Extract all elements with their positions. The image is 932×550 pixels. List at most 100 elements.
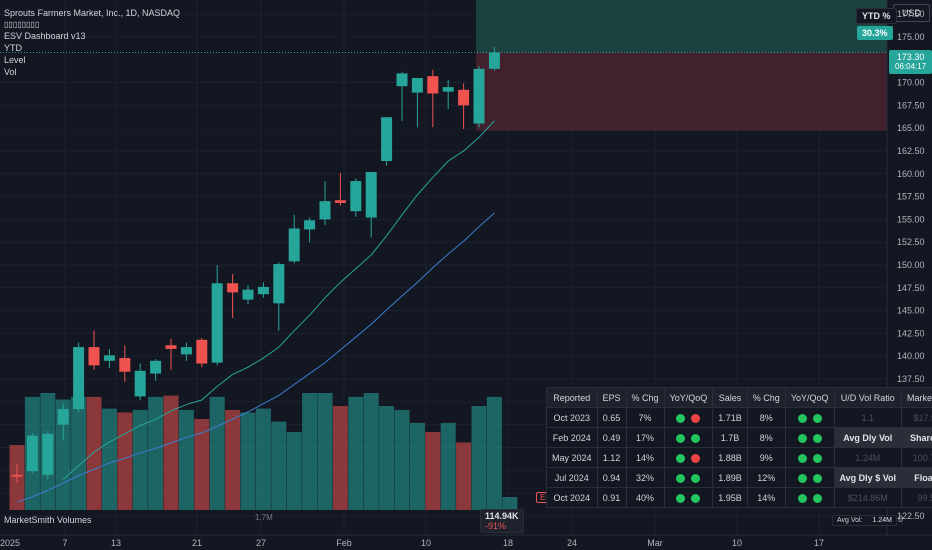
candle[interactable] (150, 360, 162, 374)
status-dot (676, 493, 686, 503)
volume-bar[interactable] (471, 406, 487, 510)
volume-bar[interactable] (132, 409, 148, 510)
volume-bar[interactable] (456, 442, 472, 510)
y-tick-label: 162.50 (897, 146, 925, 156)
candle[interactable] (73, 347, 85, 410)
volume-bar[interactable] (379, 406, 395, 510)
candle[interactable] (411, 77, 423, 93)
candle[interactable] (442, 87, 454, 92)
candle[interactable] (473, 68, 485, 124)
cell-avg-dly-dollar-vol: $214.86M (833, 487, 903, 508)
y-tick-label: 145.00 (897, 306, 925, 316)
status-dot (812, 473, 822, 483)
volume-bar[interactable] (163, 395, 179, 510)
candle[interactable] (257, 286, 269, 295)
cell-sales: 1.71B (712, 407, 748, 428)
currency-button[interactable]: USD (893, 4, 931, 22)
status-dot (676, 453, 686, 463)
candle[interactable] (88, 347, 100, 366)
candle[interactable] (304, 220, 316, 230)
volume-bar[interactable] (486, 396, 502, 510)
volume-bar[interactable] (240, 412, 256, 511)
y-tick-label: 150.00 (897, 260, 925, 270)
volume-bar[interactable] (302, 393, 318, 510)
volume-bar[interactable] (86, 396, 102, 510)
cell-eps-dots (663, 487, 714, 508)
level-zone-down (476, 52, 887, 131)
candle[interactable] (119, 358, 131, 372)
col-eps: EPS (596, 387, 627, 408)
y-tick-label: 160.00 (897, 169, 925, 179)
candle[interactable] (365, 171, 377, 218)
indicator-ytd[interactable]: YTD (4, 43, 22, 53)
volume-bar[interactable] (101, 408, 117, 510)
candle[interactable] (57, 409, 69, 425)
cell-eps-chg: 17% (625, 427, 665, 448)
volume-bar[interactable] (194, 419, 210, 510)
x-tick-label: 10 (421, 538, 431, 548)
candle[interactable] (288, 228, 300, 262)
candle[interactable] (458, 89, 470, 106)
volume-bar[interactable] (502, 497, 518, 510)
volume-bar[interactable] (394, 409, 410, 510)
candle[interactable] (180, 347, 192, 355)
candle[interactable] (165, 345, 177, 349)
candle[interactable] (26, 435, 38, 472)
candle[interactable] (42, 433, 54, 475)
volume-bar[interactable] (409, 422, 425, 510)
volume-bar[interactable] (209, 396, 225, 510)
moving-average-fast (62, 120, 495, 480)
candle[interactable] (396, 73, 408, 87)
cell-sales-chg: 8% (746, 407, 786, 428)
candle[interactable] (381, 117, 393, 161)
candle[interactable] (211, 283, 223, 363)
y-tick-label: 140.00 (897, 351, 925, 361)
cell-market-cap: $17.54B (901, 407, 932, 428)
volume-bar[interactable] (148, 396, 164, 510)
volume-bar[interactable] (225, 409, 241, 510)
bar-countdown: 06:04:17 (895, 62, 927, 71)
cell-float-pct-label: Float % (901, 467, 932, 488)
volume-axis-zero: 0 (898, 514, 904, 524)
col-market-cap: Market Cap (901, 387, 932, 408)
y-tick-label: 157.50 (897, 192, 925, 202)
candle[interactable] (273, 264, 285, 304)
cell-reported: Oct 2024 (546, 487, 598, 508)
y-tick-label: 147.50 (897, 283, 925, 293)
candle[interactable] (11, 474, 23, 477)
table-row: May 2024 1.12 14% 1.88B 9% 1.24M 100.74M (546, 447, 932, 468)
x-tick-label: 13 (111, 538, 121, 548)
indicator-vol[interactable]: Vol (4, 67, 17, 77)
candle[interactable] (227, 283, 239, 293)
cell-eps: 1.12 (596, 447, 627, 468)
candle[interactable] (319, 201, 331, 220)
volume-bar[interactable] (348, 396, 364, 510)
volume-bar[interactable] (332, 406, 348, 510)
status-dot (797, 473, 807, 483)
status-dot (691, 493, 701, 503)
volume-bar[interactable] (271, 421, 287, 510)
volume-bar[interactable] (425, 432, 441, 510)
volume-bar[interactable] (286, 432, 302, 510)
status-dot (676, 433, 686, 443)
candle[interactable] (350, 181, 362, 212)
candle[interactable] (488, 52, 500, 69)
candle[interactable] (242, 289, 254, 300)
candle[interactable] (196, 339, 208, 364)
volume-bar[interactable] (440, 422, 456, 510)
indicator-esv-dashboard[interactable]: ESV Dashboard v13 (4, 31, 86, 41)
candle[interactable] (334, 200, 346, 203)
volume-bar[interactable] (363, 393, 379, 510)
cell-eps-dots (663, 407, 714, 428)
candle[interactable] (134, 370, 146, 397)
volume-bar[interactable] (55, 399, 71, 511)
volume-bar[interactable] (255, 408, 271, 510)
candle[interactable] (427, 76, 439, 94)
candle[interactable] (103, 355, 115, 361)
indicator-level[interactable]: Level (4, 55, 26, 65)
volume-bar[interactable] (178, 409, 194, 510)
cell-eps-dots (663, 427, 714, 448)
volume-bar[interactable] (117, 412, 133, 511)
volume-bar[interactable] (317, 393, 333, 510)
volume-bar[interactable] (71, 396, 87, 510)
